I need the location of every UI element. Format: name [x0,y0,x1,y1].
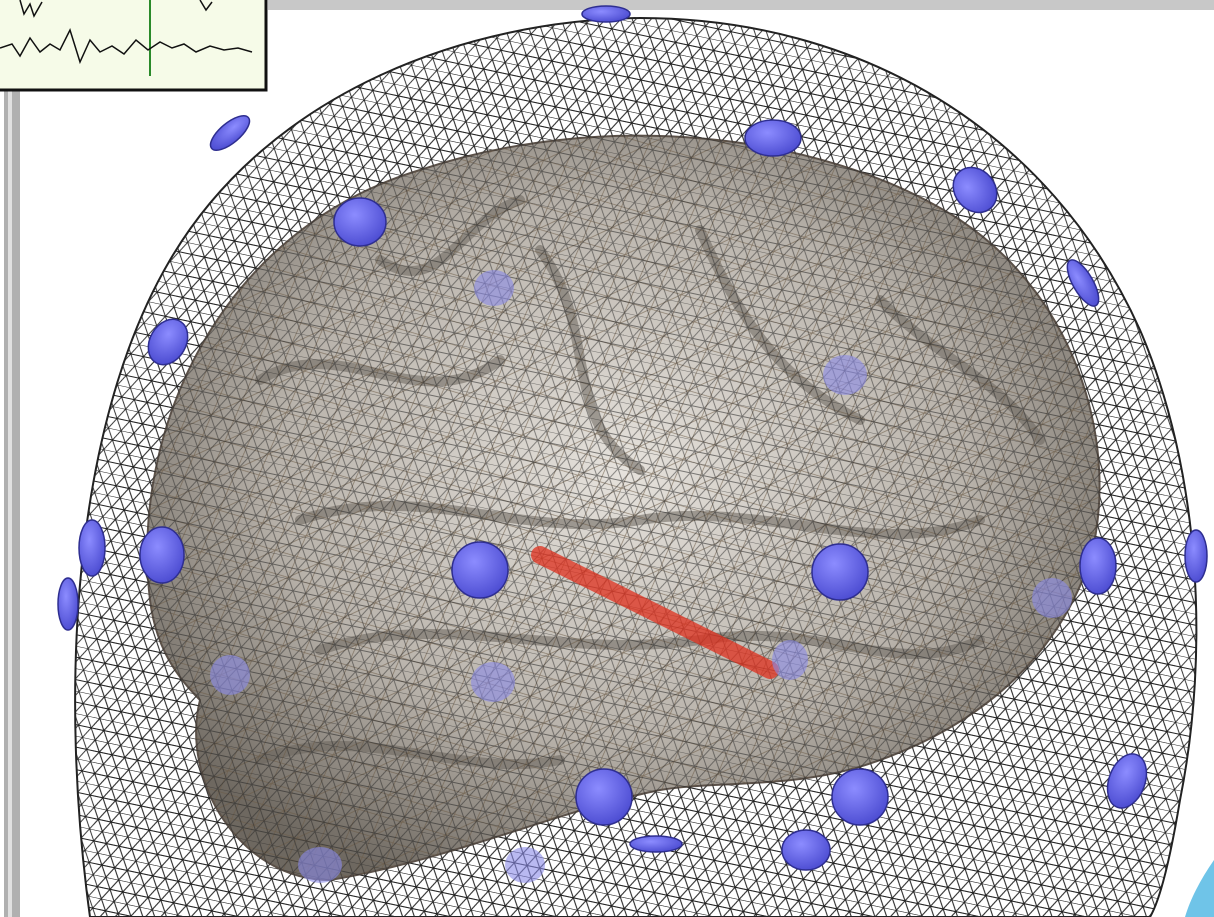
corner-accent [1185,860,1214,917]
eeg-trace [0,28,253,65]
electrodes [57,5,1208,871]
left-border-highlight [8,90,12,917]
rear-electrodes [210,270,1072,883]
top-border [268,0,1214,10]
source-dipole [531,546,779,679]
eeg-inset [0,0,268,92]
front-mesh [92,40,1177,917]
eeg-trace-top [19,0,213,18]
